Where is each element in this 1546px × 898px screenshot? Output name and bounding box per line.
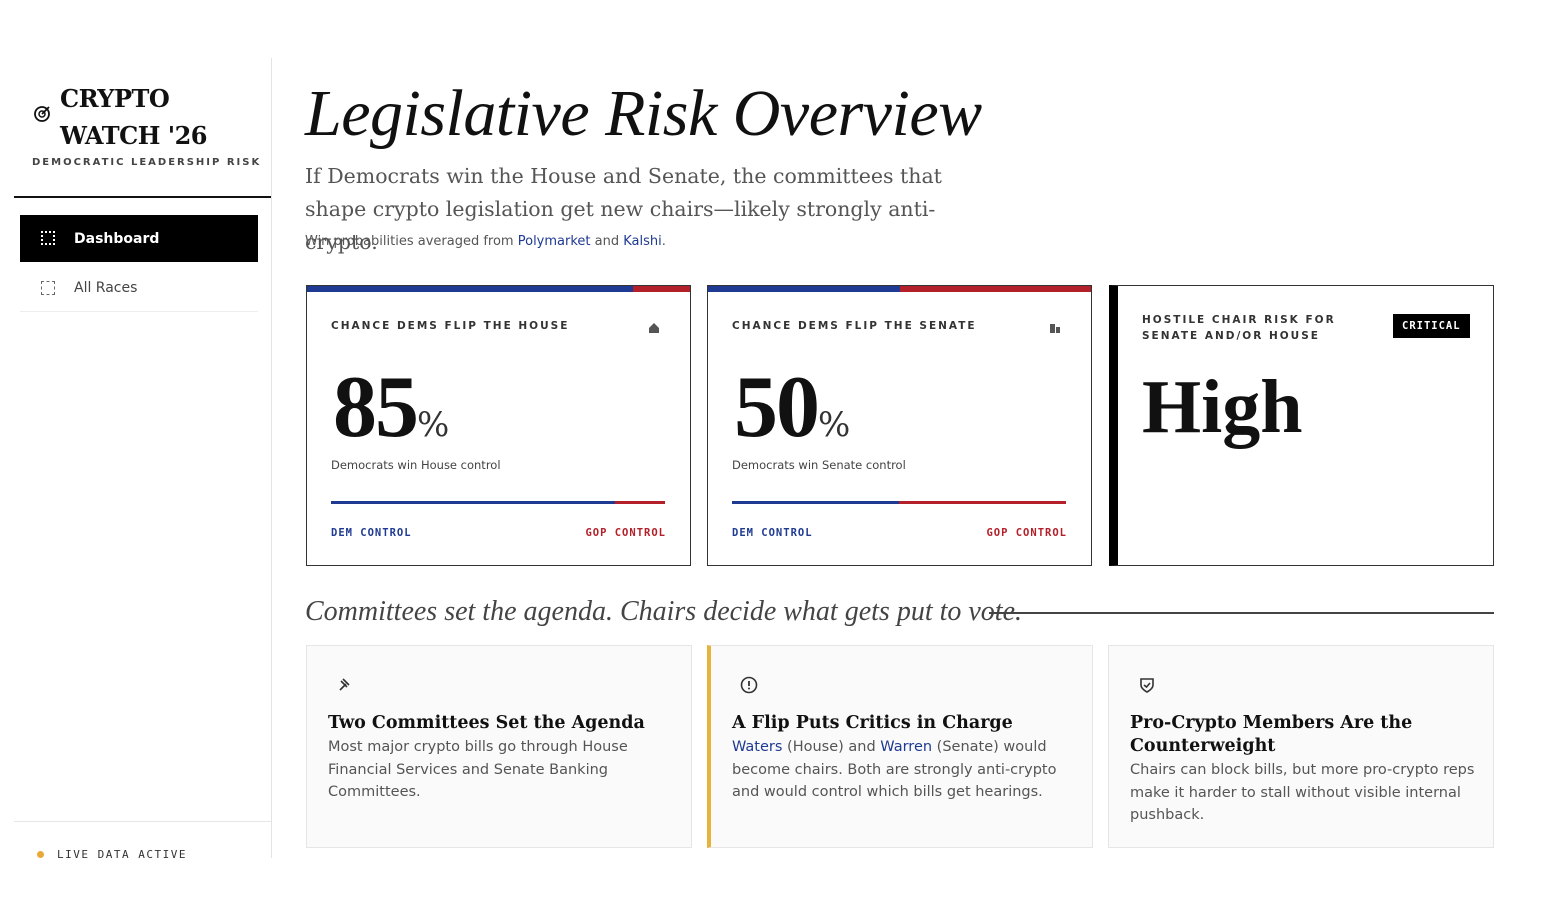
page-title: Legislative Risk Overview (305, 77, 982, 150)
big-number: 50% (734, 364, 850, 452)
feature-card: Pro-Crypto Members Are the Counterweight… (1108, 645, 1494, 848)
top-bar (708, 286, 1091, 292)
feature-title: A Flip Puts Critics in Charge (732, 713, 1013, 733)
stat-card: CHANCE DEMS FLIP THE HOUSE 85% Democrats w… (306, 285, 691, 566)
text: . (661, 234, 666, 249)
dem-label: DEM CONTROL (331, 527, 412, 539)
link[interactable]: Waters (732, 739, 783, 755)
gop-label: GOP CONTROL (986, 527, 1067, 539)
caption: Democrats win House control (331, 458, 501, 472)
status: LIVE DATA ACTIVE (57, 848, 187, 861)
dem-bar (708, 286, 900, 292)
big-number: 85% (333, 364, 449, 452)
brand-line: CRYPTO (60, 84, 170, 113)
text: Chairs can block bills, but more pro-cry… (1130, 762, 1475, 823)
nav-icon (41, 231, 55, 245)
brand-line: WATCH '26 (60, 121, 207, 150)
dem-bar (732, 501, 899, 504)
section-heading: Committees set the agenda. Chairs decide… (305, 596, 1023, 627)
feature-body: Waters (House) and Warren (Senate) would… (732, 736, 1077, 804)
feature-icon (740, 676, 758, 698)
card-label: CHANCE DEMS FLIP THE HOUSE (331, 320, 570, 332)
feature-icon (336, 676, 354, 698)
top-bar (307, 286, 690, 292)
tagline: DEMOCRATIC LEADERSHIP RISK (32, 157, 262, 168)
card-icon (647, 319, 661, 333)
section-rule (989, 612, 1494, 614)
unit: % (818, 405, 851, 445)
link[interactable]: Warren (880, 739, 933, 755)
nav-item[interactable]: All Races (20, 265, 258, 312)
text: Most major crypto bills go through House… (328, 739, 628, 800)
card-label: CHANCE DEMS FLIP THE SENATE (732, 320, 977, 332)
control-bar (331, 501, 665, 504)
feature-body: Chairs can block bills, but more pro-cry… (1130, 759, 1475, 827)
value: 50 (734, 359, 820, 456)
feature-body: Most major crypto bills go through House… (328, 736, 673, 804)
risk-label: HOSTILE CHAIR RISK FOR SENATE AND/OR HOU… (1142, 314, 1336, 342)
risk-badge: CRITICAL (1393, 314, 1470, 338)
card-icon (1048, 319, 1062, 333)
control-bar (732, 501, 1066, 504)
dem-label: DEM CONTROL (732, 527, 813, 539)
subtitle: If Democrats win the House and Senate, t… (305, 164, 942, 254)
nav-item[interactable]: Dashboard (20, 215, 258, 262)
text: and (590, 234, 624, 249)
risk-value: High (1142, 365, 1303, 449)
text: (House) and (782, 739, 881, 755)
source-note: Win probabilities averaged from Polymark… (305, 234, 666, 249)
feature-card: Two Committees Set the Agenda Most major … (306, 645, 692, 848)
dem-bar (331, 501, 615, 504)
brand: CRYPTO WATCH '26 (60, 80, 207, 154)
text: Win probabilities averaged from (305, 234, 518, 249)
nav-icon (41, 281, 55, 295)
value: 85 (333, 359, 419, 456)
link[interactable]: Polymarket (517, 234, 591, 249)
divider (14, 196, 271, 198)
divider (14, 821, 271, 822)
dem-bar (307, 286, 633, 292)
sidebar: CRYPTO WATCH '26 DEMOCRATIC LEADERSHIP RI… (0, 58, 272, 861)
brand-icon (34, 106, 50, 122)
feature-title: Two Committees Set the Agenda (328, 713, 645, 733)
status-dot (37, 851, 44, 858)
unit: % (417, 405, 450, 445)
feature-card: A Flip Puts Critics in Charge Waters (Hou… (707, 645, 1093, 848)
feature-title: Pro-Crypto Members Are the Counterweight (1130, 713, 1413, 756)
link[interactable]: Kalshi (623, 234, 662, 249)
feature-icon (1138, 676, 1156, 698)
gop-label: GOP CONTROL (585, 527, 666, 539)
caption: Democrats win Senate control (732, 458, 906, 472)
risk-card: HOSTILE CHAIR RISK FOR SENATE AND/OR HOU… (1109, 285, 1494, 566)
stat-card: CHANCE DEMS FLIP THE SENATE 50% Democrats … (707, 285, 1092, 566)
text: (Senate) would become chairs. Both are s… (732, 739, 1057, 800)
